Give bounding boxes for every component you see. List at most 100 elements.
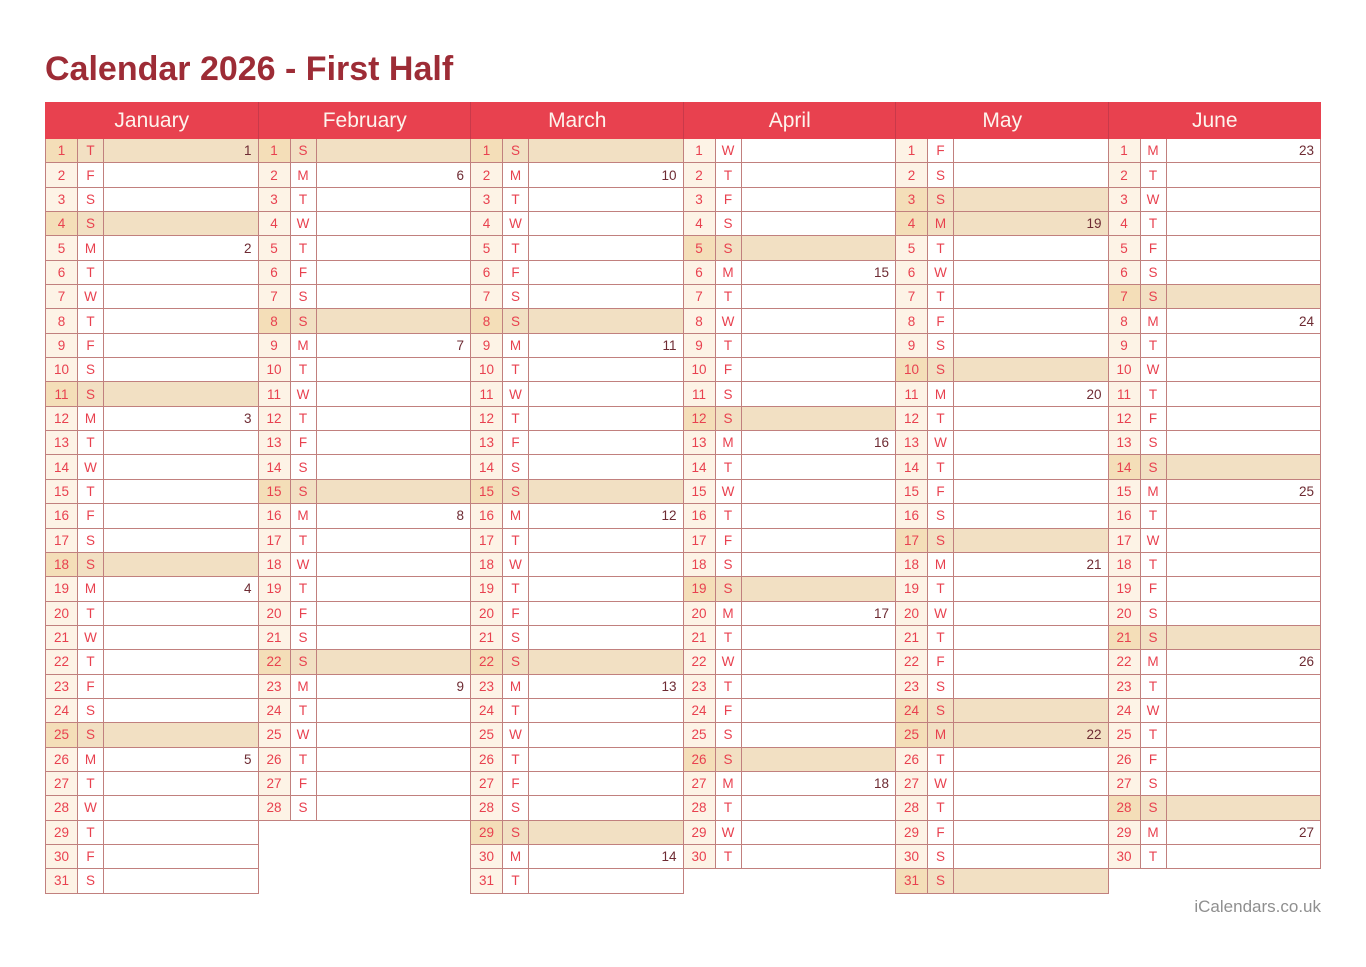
day-cell [954, 601, 1108, 625]
weekday-letter: F [928, 820, 954, 844]
weekday-letter: S [715, 577, 742, 601]
day-cell [1166, 358, 1320, 382]
day-row: 21 T [895, 625, 1109, 651]
day-number: 10 [258, 358, 291, 382]
day-cell [954, 844, 1108, 869]
day-number: 17 [258, 528, 291, 552]
day-number: 4 [258, 212, 291, 236]
day-number: 30 [1108, 844, 1141, 869]
day-cell [741, 844, 895, 869]
day-row: 23 T [1107, 674, 1321, 699]
day-row: 15 F [895, 479, 1109, 505]
weekday-letter: M [928, 723, 954, 747]
week-number: 12 [661, 508, 677, 524]
weekday-letter: T [290, 747, 317, 771]
weekday-letter: T [715, 504, 742, 528]
day-number: 19 [683, 577, 716, 601]
day-row: 13 S [1107, 431, 1321, 456]
day-number: 22 [896, 650, 928, 674]
day-cell [104, 309, 258, 333]
day-number: 5 [683, 236, 716, 260]
weekday-letter: W [290, 723, 317, 747]
day-number: 15 [1108, 479, 1141, 504]
weekday-letter: M [290, 504, 317, 528]
weekday-letter: T [928, 285, 954, 309]
weekday-letter: T [1140, 504, 1167, 528]
day-number: 1 [471, 139, 503, 163]
day-number: 3 [471, 187, 503, 212]
month-column-may: May 1 F 2 S 3 S 4 M 19 5 T 6 W 7 T 8 F 9 S 10 S 11 M 20 12 T 13 W 14 T… [895, 102, 1109, 894]
day-row: 10 S [45, 358, 259, 383]
day-number: 23 [683, 674, 716, 698]
month-column-march: March 1 S 2 M 10 3 T 4 W 5 T 6 F 7 S 8 S 9 M 11 10 T 11 W 12 T 13 F 1… [470, 102, 684, 894]
day-cell: 21 [954, 552, 1108, 577]
week-number: 1 [243, 143, 252, 159]
day-cell [741, 358, 895, 382]
day-number: 8 [683, 309, 716, 333]
weekday-letter: S [1140, 455, 1167, 479]
day-row: 13 M 16 [682, 431, 896, 456]
day-row: 14 T [682, 455, 896, 480]
weekday-letter: S [78, 528, 104, 552]
day-row: 29 T [45, 820, 259, 845]
week-number: 27 [1298, 824, 1314, 840]
weekday-letter: F [928, 139, 954, 163]
weekday-letter: T [1140, 674, 1167, 698]
day-cell [1166, 625, 1320, 650]
weekday-letter: M [503, 844, 529, 869]
weekday-letter: S [78, 723, 104, 747]
day-number: 13 [471, 431, 503, 455]
day-cell: 13 [529, 674, 683, 698]
day-row: 14 S [1107, 455, 1321, 480]
day-row: 20 W [895, 601, 1109, 626]
day-cell [741, 406, 895, 431]
footer-brand: iCalendars.co.uk [1194, 897, 1321, 916]
day-number: 8 [1108, 309, 1141, 333]
day-number: 3 [1108, 187, 1141, 212]
day-row: 20 S [1107, 601, 1321, 626]
week-number: 7 [456, 337, 464, 353]
weekday-letter: T [1140, 552, 1167, 577]
month-header: April [682, 102, 896, 139]
day-cell [104, 601, 258, 625]
weekday-letter: M [503, 674, 529, 698]
day-number: 2 [471, 163, 503, 187]
day-cell [954, 625, 1108, 650]
day-row: 25 W [257, 723, 471, 748]
day-cell [316, 650, 470, 674]
weekday-letter: W [1140, 187, 1167, 212]
day-cell [529, 650, 683, 674]
day-number: 19 [896, 577, 928, 601]
day-row: 22 S [470, 650, 684, 675]
day-cell [954, 163, 1108, 187]
day-cell [529, 771, 683, 796]
day-row: 30 F [45, 844, 259, 870]
day-cell: 7 [316, 333, 470, 358]
day-cell [316, 187, 470, 212]
day-number: 16 [46, 504, 78, 528]
day-number: 26 [896, 747, 928, 771]
weekday-letter: S [78, 187, 104, 212]
weekday-letter: W [1140, 698, 1167, 723]
weekday-letter: S [503, 625, 529, 650]
day-cell [741, 309, 895, 333]
day-number: 21 [258, 625, 291, 650]
weekday-letter: S [715, 552, 742, 577]
week-number: 19 [1086, 216, 1102, 232]
day-number: 27 [46, 771, 78, 796]
day-row: 1 M 23 [1107, 139, 1321, 164]
day-row: 18 S [682, 552, 896, 578]
day-row: 13 F [257, 431, 471, 456]
week-number: 2 [243, 240, 252, 256]
month-header: March [470, 102, 684, 139]
day-number: 22 [471, 650, 503, 674]
